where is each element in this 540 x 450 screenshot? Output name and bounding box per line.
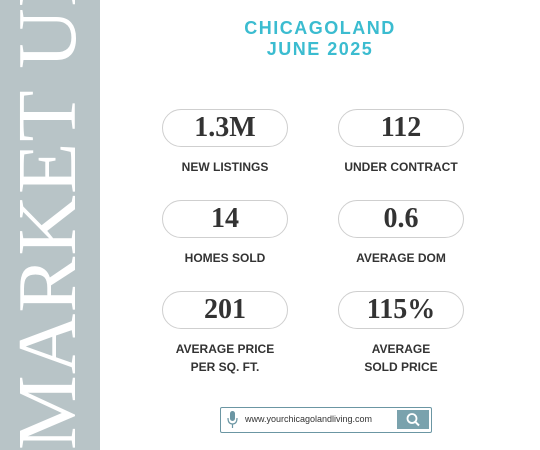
stat-value: 201 — [162, 291, 288, 329]
search-icon — [406, 413, 420, 427]
stat-label-line: UNDER CONTRACT — [344, 160, 458, 174]
title: CHICAGOLAND — [244, 18, 396, 38]
stat-value: 0.6 — [338, 200, 464, 238]
stat-label: AVERAGE SOLD PRICE — [311, 340, 491, 376]
stat-value: 115% — [338, 291, 464, 329]
stat-label: UNDER CONTRACT — [311, 158, 491, 176]
stat-label-line: AVERAGE — [371, 342, 431, 356]
sidebar: MARKET UPDATE — [0, 0, 100, 450]
stat-label: AVERAGE DOM — [311, 249, 491, 267]
sidebar-text: MARKET UPDATE — [1, 0, 94, 450]
stat-value: 14 — [162, 200, 288, 238]
stat-label-line: SOLD PRICE — [364, 360, 438, 374]
stat-label: AVERAGE PRICE PER SQ. FT. — [135, 340, 315, 376]
stat-label-line: AVERAGE DOM — [356, 251, 446, 265]
stat-label-line: NEW LISTINGS — [181, 160, 269, 174]
stat-label-line: AVERAGE PRICE — [175, 342, 275, 356]
stat-value: 112 — [338, 109, 464, 147]
subtitle: JUNE 2025 — [266, 39, 374, 59]
stat-value: 1.3M — [162, 109, 288, 147]
search-button[interactable] — [397, 410, 429, 429]
search-bar[interactable]: www.yourchicagolandliving.com — [220, 407, 432, 433]
stat-label: HOMES SOLD — [135, 249, 315, 267]
stat-label-line: PER SQ. FT. — [190, 360, 260, 374]
mic-icon — [227, 411, 238, 428]
search-url: www.yourchicagolandliving.com — [245, 414, 373, 424]
stat-label-line: HOMES SOLD — [184, 251, 266, 265]
stat-label: NEW LISTINGS — [135, 158, 315, 176]
